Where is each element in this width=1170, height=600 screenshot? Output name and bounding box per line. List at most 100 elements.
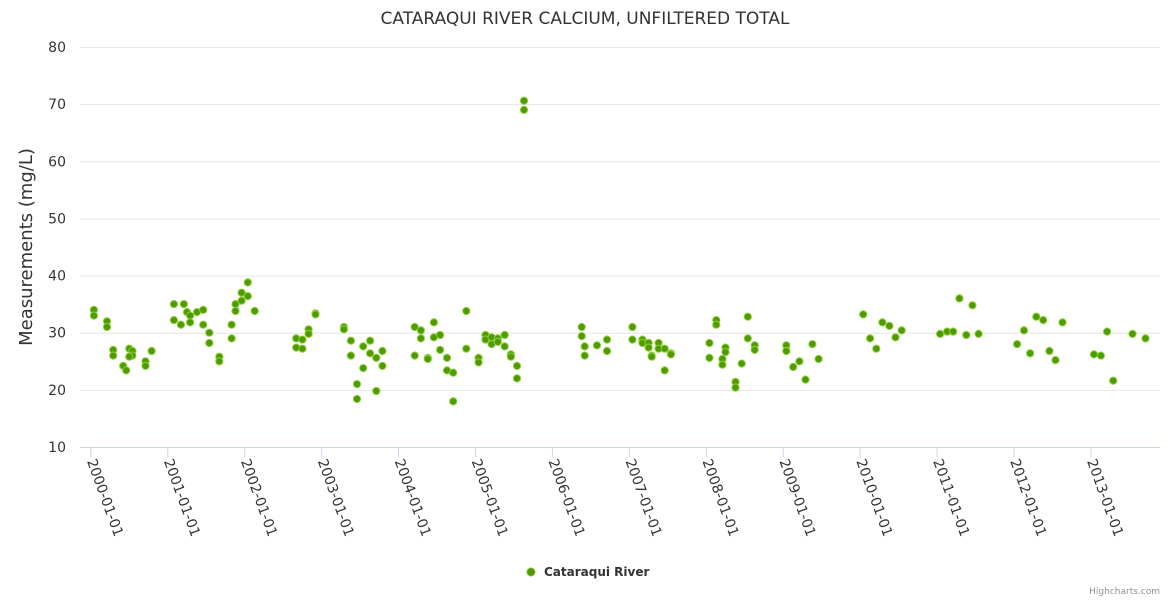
- data-point[interactable]: [859, 310, 868, 319]
- data-point[interactable]: [1013, 340, 1022, 349]
- data-point[interactable]: [410, 351, 419, 360]
- data-point[interactable]: [147, 346, 156, 356]
- data-point[interactable]: [304, 329, 313, 338]
- data-point[interactable]: [346, 351, 355, 360]
- credits-link[interactable]: Highcharts.com: [1089, 587, 1160, 597]
- data-point[interactable]: [519, 96, 529, 105]
- data-point[interactable]: [660, 344, 669, 353]
- data-point[interactable]: [1058, 318, 1067, 327]
- data-point[interactable]: [339, 325, 348, 334]
- data-point[interactable]: [122, 366, 131, 375]
- data-point[interactable]: [372, 386, 381, 396]
- data-point[interactable]: [962, 330, 971, 340]
- data-point[interactable]: [628, 335, 637, 344]
- data-point[interactable]: [493, 337, 502, 346]
- data-point[interactable]: [580, 351, 589, 360]
- data-point[interactable]: [1141, 334, 1150, 343]
- data-point[interactable]: [878, 318, 887, 327]
- data-point[interactable]: [429, 318, 438, 327]
- data-point[interactable]: [205, 328, 214, 337]
- data-point[interactable]: [449, 397, 458, 406]
- data-point[interactable]: [795, 357, 804, 366]
- data-point[interactable]: [885, 321, 894, 330]
- data-point[interactable]: [474, 358, 483, 367]
- data-point[interactable]: [416, 326, 425, 335]
- data-point[interactable]: [721, 348, 730, 357]
- data-point[interactable]: [712, 320, 721, 329]
- data-point[interactable]: [237, 296, 246, 305]
- data-point[interactable]: [666, 350, 676, 359]
- legend-label[interactable]: Cataraqui River: [544, 565, 649, 579]
- data-point[interactable]: [1032, 312, 1041, 321]
- data-point[interactable]: [410, 322, 419, 332]
- data-point[interactable]: [1089, 350, 1099, 359]
- data-point[interactable]: [647, 352, 656, 361]
- data-point[interactable]: [1103, 327, 1112, 336]
- data-point[interactable]: [866, 334, 875, 343]
- data-point[interactable]: [1096, 351, 1106, 360]
- data-point[interactable]: [1051, 356, 1060, 365]
- data-point[interactable]: [974, 329, 983, 338]
- data-point[interactable]: [102, 322, 112, 332]
- data-point[interactable]: [750, 345, 759, 354]
- data-point[interactable]: [801, 375, 810, 384]
- data-point[interactable]: [359, 342, 368, 351]
- data-point[interactable]: [231, 306, 240, 316]
- data-point[interactable]: [1026, 349, 1035, 358]
- data-point[interactable]: [227, 320, 236, 329]
- data-point[interactable]: [519, 105, 529, 115]
- data-point[interactable]: [179, 300, 188, 309]
- data-point[interactable]: [718, 360, 727, 369]
- data-point[interactable]: [743, 312, 752, 321]
- data-point[interactable]: [378, 346, 387, 356]
- data-point[interactable]: [789, 362, 798, 372]
- data-point[interactable]: [250, 306, 259, 316]
- data-point[interactable]: [1039, 316, 1048, 325]
- data-point[interactable]: [423, 354, 432, 364]
- data-point[interactable]: [949, 327, 958, 336]
- data-point[interactable]: [500, 330, 509, 340]
- data-point[interactable]: [1019, 326, 1029, 335]
- legend[interactable]: Cataraqui River: [526, 565, 649, 579]
- data-point[interactable]: [227, 334, 236, 343]
- data-point[interactable]: [199, 320, 208, 329]
- data-point[interactable]: [1045, 346, 1054, 356]
- data-point[interactable]: [814, 354, 823, 364]
- data-point[interactable]: [372, 353, 381, 362]
- data-point[interactable]: [1128, 329, 1137, 338]
- data-point[interactable]: [311, 310, 320, 319]
- data-point[interactable]: [352, 394, 362, 404]
- data-point[interactable]: [743, 334, 752, 343]
- data-point[interactable]: [176, 320, 185, 329]
- data-point[interactable]: [352, 380, 362, 389]
- data-point[interactable]: [660, 366, 669, 375]
- data-point[interactable]: [141, 361, 150, 370]
- data-point[interactable]: [237, 288, 246, 297]
- data-point[interactable]: [705, 338, 714, 348]
- data-point[interactable]: [705, 353, 714, 362]
- data-point[interactable]: [243, 278, 252, 287]
- legend-marker[interactable]: [526, 567, 536, 577]
- data-point[interactable]: [205, 338, 214, 348]
- data-point[interactable]: [512, 374, 522, 383]
- data-point[interactable]: [186, 311, 195, 320]
- data-point[interactable]: [346, 336, 355, 345]
- data-point[interactable]: [215, 357, 224, 366]
- data-point[interactable]: [506, 352, 515, 361]
- data-point[interactable]: [436, 330, 445, 340]
- data-point[interactable]: [89, 311, 99, 320]
- data-point[interactable]: [782, 346, 791, 356]
- data-point[interactable]: [378, 361, 387, 370]
- data-point[interactable]: [169, 300, 178, 309]
- data-point[interactable]: [442, 353, 452, 362]
- data-point[interactable]: [897, 326, 906, 335]
- data-point[interactable]: [500, 342, 509, 351]
- data-point[interactable]: [366, 349, 375, 358]
- data-point[interactable]: [298, 335, 307, 344]
- data-point[interactable]: [872, 344, 881, 353]
- data-point[interactable]: [462, 306, 471, 316]
- data-point[interactable]: [968, 301, 977, 310]
- data-point[interactable]: [243, 292, 252, 301]
- data-point[interactable]: [366, 336, 375, 345]
- data-point[interactable]: [808, 340, 817, 349]
